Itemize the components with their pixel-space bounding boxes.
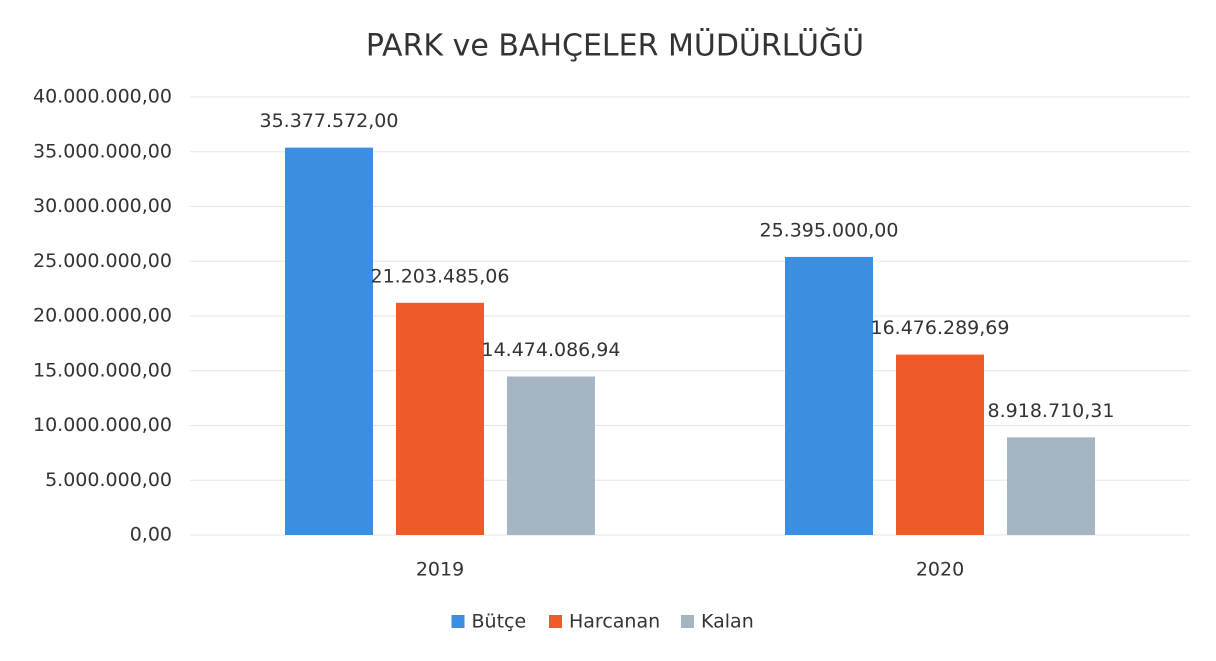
y-tick-label: 0,00 <box>130 524 172 546</box>
value-label: 21.203.485,06 <box>370 265 509 287</box>
legend-swatch <box>549 615 562 628</box>
value-label: 16.476.289,69 <box>870 317 1009 339</box>
bar <box>285 147 373 535</box>
legend-label: Kalan <box>701 611 754 633</box>
legend-swatch <box>681 615 694 628</box>
y-tick-label: 15.000.000,00 <box>33 359 172 381</box>
chart-title: PARK ve BAHÇELER MÜDÜRLÜĞÜ <box>366 27 864 64</box>
y-tick-label: 30.000.000,00 <box>33 195 172 217</box>
bar <box>785 256 873 535</box>
y-tick-label: 25.000.000,00 <box>33 250 172 272</box>
bar <box>896 354 984 535</box>
legend-label: Harcanan <box>569 611 660 633</box>
value-label: 8.918.710,31 <box>988 400 1115 422</box>
y-tick-label: 35.000.000,00 <box>33 140 172 162</box>
value-label: 25.395.000,00 <box>759 219 898 241</box>
x-tick-label: 2020 <box>916 559 964 581</box>
bar <box>1007 437 1095 535</box>
bar <box>396 302 484 535</box>
legend-label: Bütçe <box>472 611 527 633</box>
value-label: 14.474.086,94 <box>481 339 620 361</box>
y-tick-label: 40.000.000,00 <box>33 86 172 108</box>
legend-swatch <box>451 615 465 628</box>
bar <box>507 376 595 535</box>
y-tick-label: 10.000.000,00 <box>33 414 172 436</box>
y-tick-label: 5.000.000,00 <box>45 469 172 491</box>
y-tick-label: 20.000.000,00 <box>33 305 172 327</box>
value-label: 35.377.572,00 <box>259 110 398 132</box>
x-tick-label: 2019 <box>416 559 464 581</box>
